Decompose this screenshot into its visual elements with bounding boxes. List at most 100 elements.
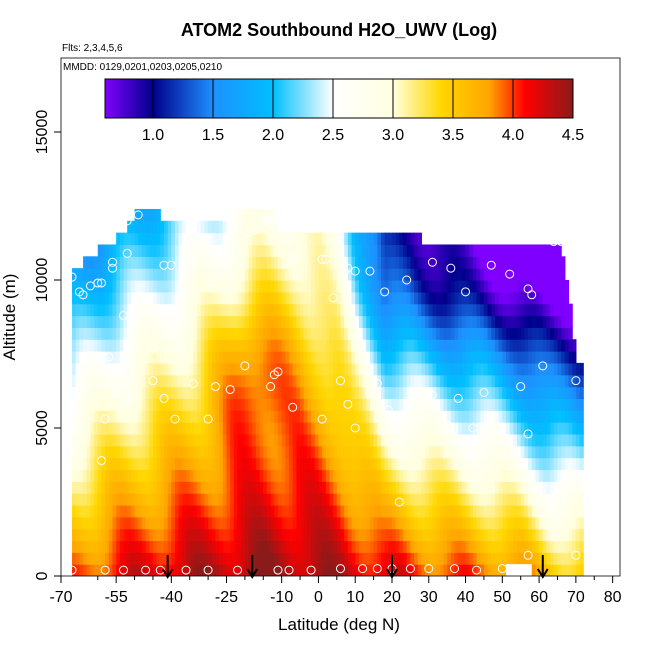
heatmap-cell (355, 280, 360, 293)
heatmap-cell (127, 244, 132, 257)
heatmap-cell (112, 244, 117, 257)
heatmap-cell (476, 256, 481, 269)
heatmap-cell (458, 469, 463, 482)
heatmap-cell (417, 516, 423, 530)
heatmap-cell (572, 398, 577, 411)
heatmap-cell (410, 374, 415, 388)
heatmap-cell (300, 540, 305, 553)
heatmap-cell (417, 398, 423, 411)
heatmap-cell (244, 493, 250, 506)
heatmap-cell (119, 386, 125, 399)
heatmap-cell (391, 327, 397, 340)
heatmap-cell (116, 564, 121, 576)
heatmap-cell (369, 362, 375, 376)
heatmap-cell (233, 339, 239, 352)
heatmap-cell (171, 528, 176, 542)
heatmap-cell (388, 433, 393, 447)
heatmap-cell (72, 268, 77, 281)
heatmap-cell (149, 303, 154, 317)
observation-point (159, 393, 169, 403)
heatmap-cell (336, 398, 342, 411)
heatmap-cell (384, 469, 389, 482)
heatmap-cell (517, 280, 522, 293)
heatmap-cell (469, 540, 474, 553)
heatmap-cell (513, 315, 518, 328)
heatmap-cell (355, 315, 360, 328)
heatmap-cell (252, 339, 257, 352)
heatmap-cell (127, 469, 132, 482)
heatmap-cell (436, 303, 441, 317)
heatmap-cell (94, 540, 99, 553)
heatmap-cell (219, 268, 224, 281)
heatmap-cell (369, 422, 375, 435)
heatmap-cell (259, 351, 264, 364)
heatmap-cell (108, 552, 114, 565)
heatmap-cell (263, 268, 268, 281)
heatmap-cell (285, 256, 290, 269)
heatmap-cell (83, 327, 88, 340)
heatmap-cell (502, 528, 507, 542)
heatmap-cell (557, 516, 562, 530)
heatmap-cell (432, 469, 437, 482)
heatmap-cell (355, 552, 360, 565)
heatmap-cell (465, 516, 470, 530)
heatmap-cell (539, 351, 544, 364)
heatmap-cell (226, 552, 231, 565)
heatmap-cell (425, 386, 430, 399)
heatmap-cell (436, 256, 441, 269)
heatmap-cell (171, 351, 176, 364)
heatmap-cell (189, 256, 194, 269)
heatmap-cell (528, 504, 533, 518)
heatmap-cell (314, 244, 320, 257)
heatmap-cell (443, 362, 448, 376)
heatmap-cell (101, 433, 106, 447)
heatmap-cell (395, 552, 400, 565)
heatmap-cell (322, 386, 327, 399)
heatmap-cell (384, 362, 389, 376)
heatmap-cell (465, 303, 470, 317)
heatmap-cell (145, 516, 150, 530)
heatmap-cell (167, 457, 172, 471)
heatmap-cell (105, 291, 110, 305)
heatmap-cell (447, 493, 452, 506)
heatmap-cell (329, 457, 334, 471)
heatmap-cell (215, 504, 220, 518)
heatmap-cell (145, 208, 150, 222)
heatmap-cell (208, 339, 213, 352)
heatmap-cell (520, 457, 525, 471)
heatmap-cell (219, 457, 224, 471)
heatmap-cell (322, 339, 327, 352)
heatmap-cell (425, 493, 430, 506)
observation-point (380, 287, 390, 297)
heatmap-cell (369, 339, 375, 352)
heatmap-cell (362, 374, 367, 388)
observation-point (122, 248, 132, 258)
heatmap-cell (307, 552, 312, 565)
heatmap-cell (274, 386, 279, 399)
heatmap-cell (546, 256, 551, 269)
heatmap-cell (579, 469, 584, 482)
observation-point (317, 414, 327, 424)
heatmap-cell (97, 469, 103, 482)
heatmap-cell (458, 504, 463, 518)
heatmap-cell (108, 493, 114, 506)
heatmap-cell (454, 398, 459, 411)
heatmap-cell (436, 481, 441, 494)
heatmap-cell (314, 256, 320, 269)
heatmap-cell (535, 528, 540, 542)
heatmap-cell (200, 268, 206, 281)
heatmap-cell (178, 504, 183, 518)
heatmap-cell (233, 481, 239, 494)
heatmap-cell (189, 445, 194, 459)
heatmap-cell (362, 244, 367, 257)
heatmap-cell (193, 540, 198, 553)
heatmap-cell (200, 386, 206, 399)
heatmap-cell (436, 398, 441, 411)
heatmap-cell (557, 398, 562, 411)
heatmap-cell (200, 339, 206, 352)
heatmap-cell (307, 303, 312, 317)
heatmap-cell (458, 256, 463, 269)
heatmap-cell (524, 398, 529, 411)
heatmap-cell (186, 504, 191, 518)
heatmap-cell (233, 232, 239, 246)
